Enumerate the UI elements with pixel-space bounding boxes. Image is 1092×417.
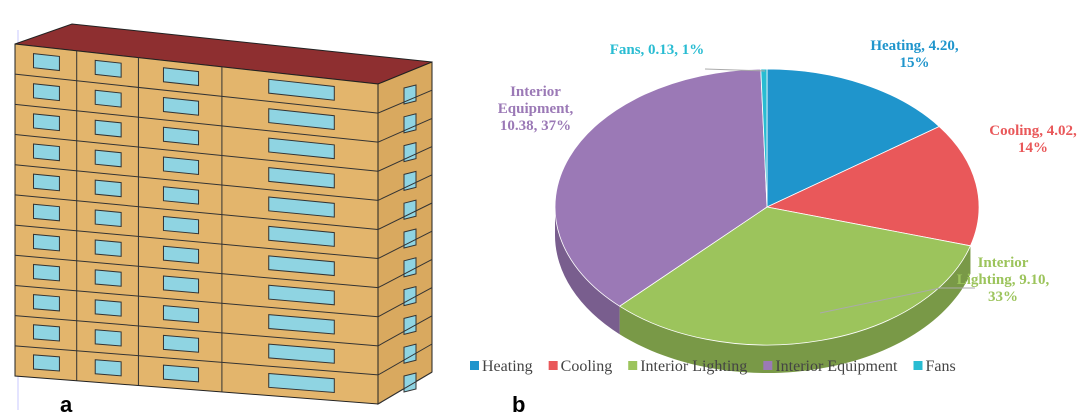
legend-swatch: [763, 361, 772, 370]
legend-label: Interior Lighting: [640, 358, 747, 375]
data-label: Interior Equipment, 10.38, 37%: [478, 84, 593, 135]
legend-swatch: [628, 361, 637, 370]
data-label: Interior Lighting, 9.10, 33%: [948, 255, 1058, 306]
data-label: Fans, 0.13, 1%: [592, 42, 722, 59]
legend-swatch: [470, 361, 479, 370]
data-label: Heating, 4.20, 15%: [862, 38, 967, 72]
legend-label: Heating: [482, 358, 533, 375]
legend-label: Fans: [926, 358, 956, 375]
data-label: Cooling, 4.02, 14%: [978, 123, 1088, 157]
legend-swatch: [914, 361, 923, 370]
figure: Heating Cooling Interior Lighting Interior …: [0, 0, 1092, 417]
panel-label: a: [60, 392, 72, 417]
legend-label: Interior Equipment: [775, 358, 898, 375]
legend-swatch: [549, 361, 558, 370]
legend-label: Cooling: [561, 358, 613, 375]
panel-label: b: [512, 392, 525, 417]
